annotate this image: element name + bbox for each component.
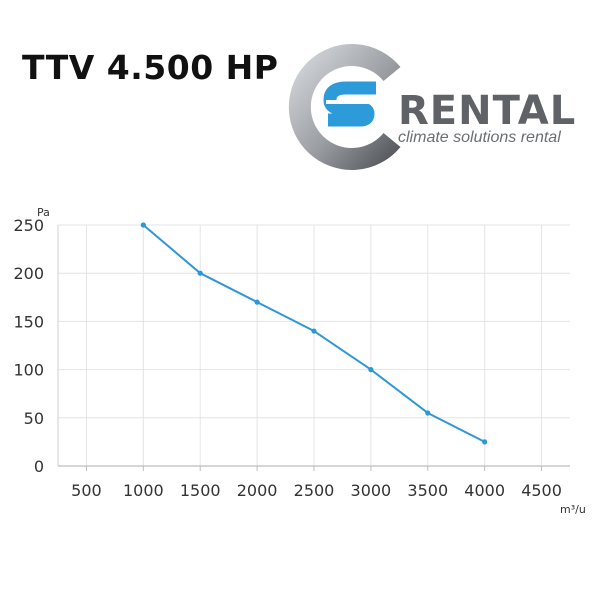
brand-logo: RENTAL climate solutions rental (288, 44, 576, 170)
x-axis-unit: m³/u (560, 503, 586, 516)
x-tick-label: 1500 (180, 481, 221, 500)
data-point (311, 328, 317, 334)
x-tick-label: 4000 (464, 481, 505, 500)
y-tick-label: 50 (24, 409, 44, 428)
x-tick-label: 3000 (351, 481, 392, 500)
x-tick-label: 1000 (123, 481, 164, 500)
chart-grid (58, 224, 570, 466)
logo-tagline-text: climate solutions rental (398, 129, 561, 146)
y-tick-label: 150 (13, 312, 44, 331)
chart-tick-labels: 0 50 100 150 200 250 500 1000 1500 2000 2500 3000 35… (13, 216, 561, 500)
y-tick-label: 100 (13, 361, 44, 380)
page-title: TTV 4.500 HP (22, 48, 279, 87)
x-tick-label: 2000 (237, 481, 278, 500)
pressure-flow-chart: 0 50 100 150 200 250 500 1000 1500 2000 2500 3000 35… (13, 206, 586, 516)
data-point (482, 439, 488, 445)
data-point (425, 410, 431, 416)
chart-series (140, 222, 488, 445)
x-tick-label: 2500 (294, 481, 335, 500)
x-tick-label: 500 (71, 481, 102, 500)
data-point (140, 222, 146, 228)
data-point (254, 299, 260, 305)
y-tick-label: 250 (13, 216, 44, 235)
y-tick-label: 200 (13, 264, 44, 283)
y-axis-unit: Pa (37, 206, 50, 219)
chart-axes (57, 225, 570, 471)
logo-s-mark-icon (323, 81, 386, 127)
x-tick-label: 4500 (521, 481, 562, 500)
logo-brand-text: RENTAL (398, 88, 576, 134)
x-tick-label: 3500 (407, 481, 448, 500)
data-point (368, 367, 374, 373)
y-tick-label: 0 (34, 457, 44, 476)
data-point (197, 270, 203, 276)
logo-ring-icon (288, 44, 401, 170)
